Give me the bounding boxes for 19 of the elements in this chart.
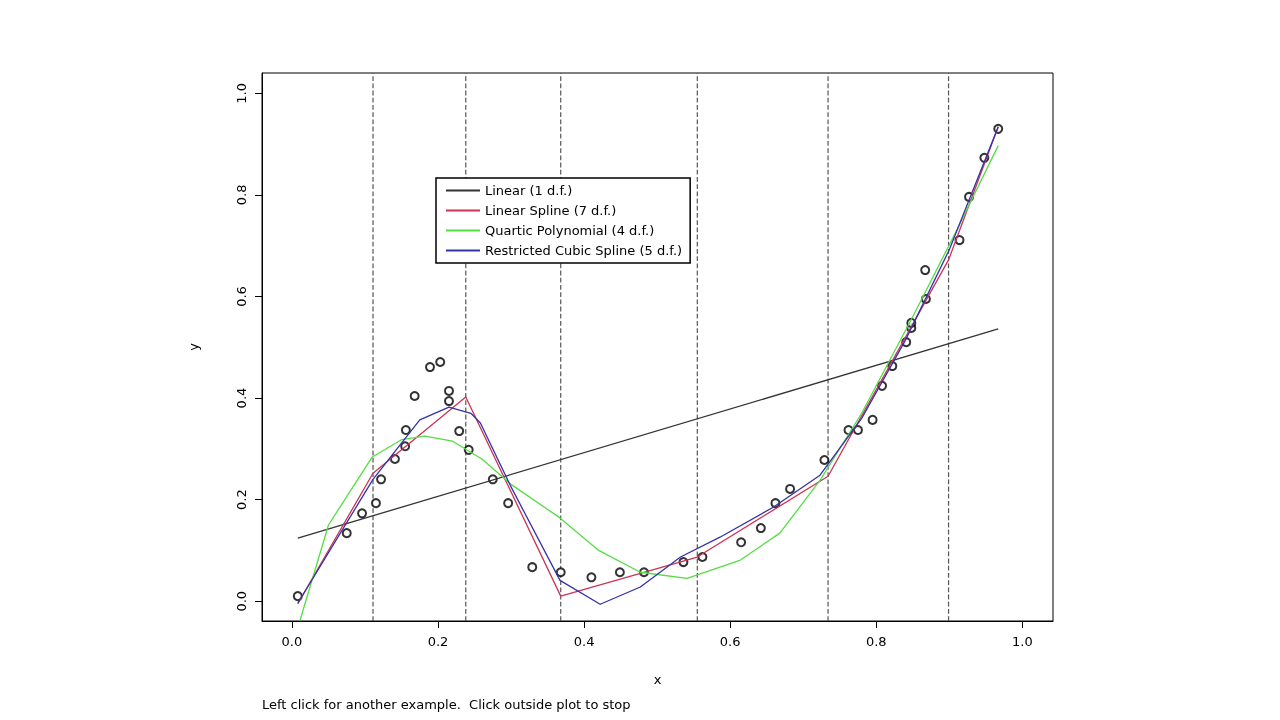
- y-axis-title: y: [186, 342, 201, 351]
- x-tick-label: 0.8: [865, 634, 887, 649]
- x-tick-label: 0.6: [719, 634, 741, 649]
- x-tick-label: 0.2: [427, 634, 449, 649]
- x-tick-label: 0.0: [281, 634, 303, 649]
- legend-label: Linear (1 d.f.): [485, 183, 573, 198]
- y-tick-label: 0.0: [234, 590, 249, 612]
- y-tick-label: 1.0: [234, 82, 249, 104]
- y-tick-label: 0.8: [234, 184, 249, 206]
- y-tick-label: 0.2: [234, 489, 249, 510]
- legend-label: Linear Spline (7 d.f.): [485, 203, 617, 218]
- x-tick-label: 0.4: [573, 634, 595, 649]
- x-tick-label: 1.0: [1011, 634, 1033, 649]
- y-tick-label: 0.6: [234, 286, 249, 307]
- legend-label: Quartic Polynomial (4 d.f.): [485, 223, 655, 238]
- legend-label: Restricted Cubic Spline (5 d.f.): [485, 243, 683, 258]
- x-axis-title: x: [653, 672, 662, 687]
- y-tick-label: 0.4: [234, 387, 249, 409]
- text: Left click for another example. Click outside plot to stop: [262, 697, 631, 712]
